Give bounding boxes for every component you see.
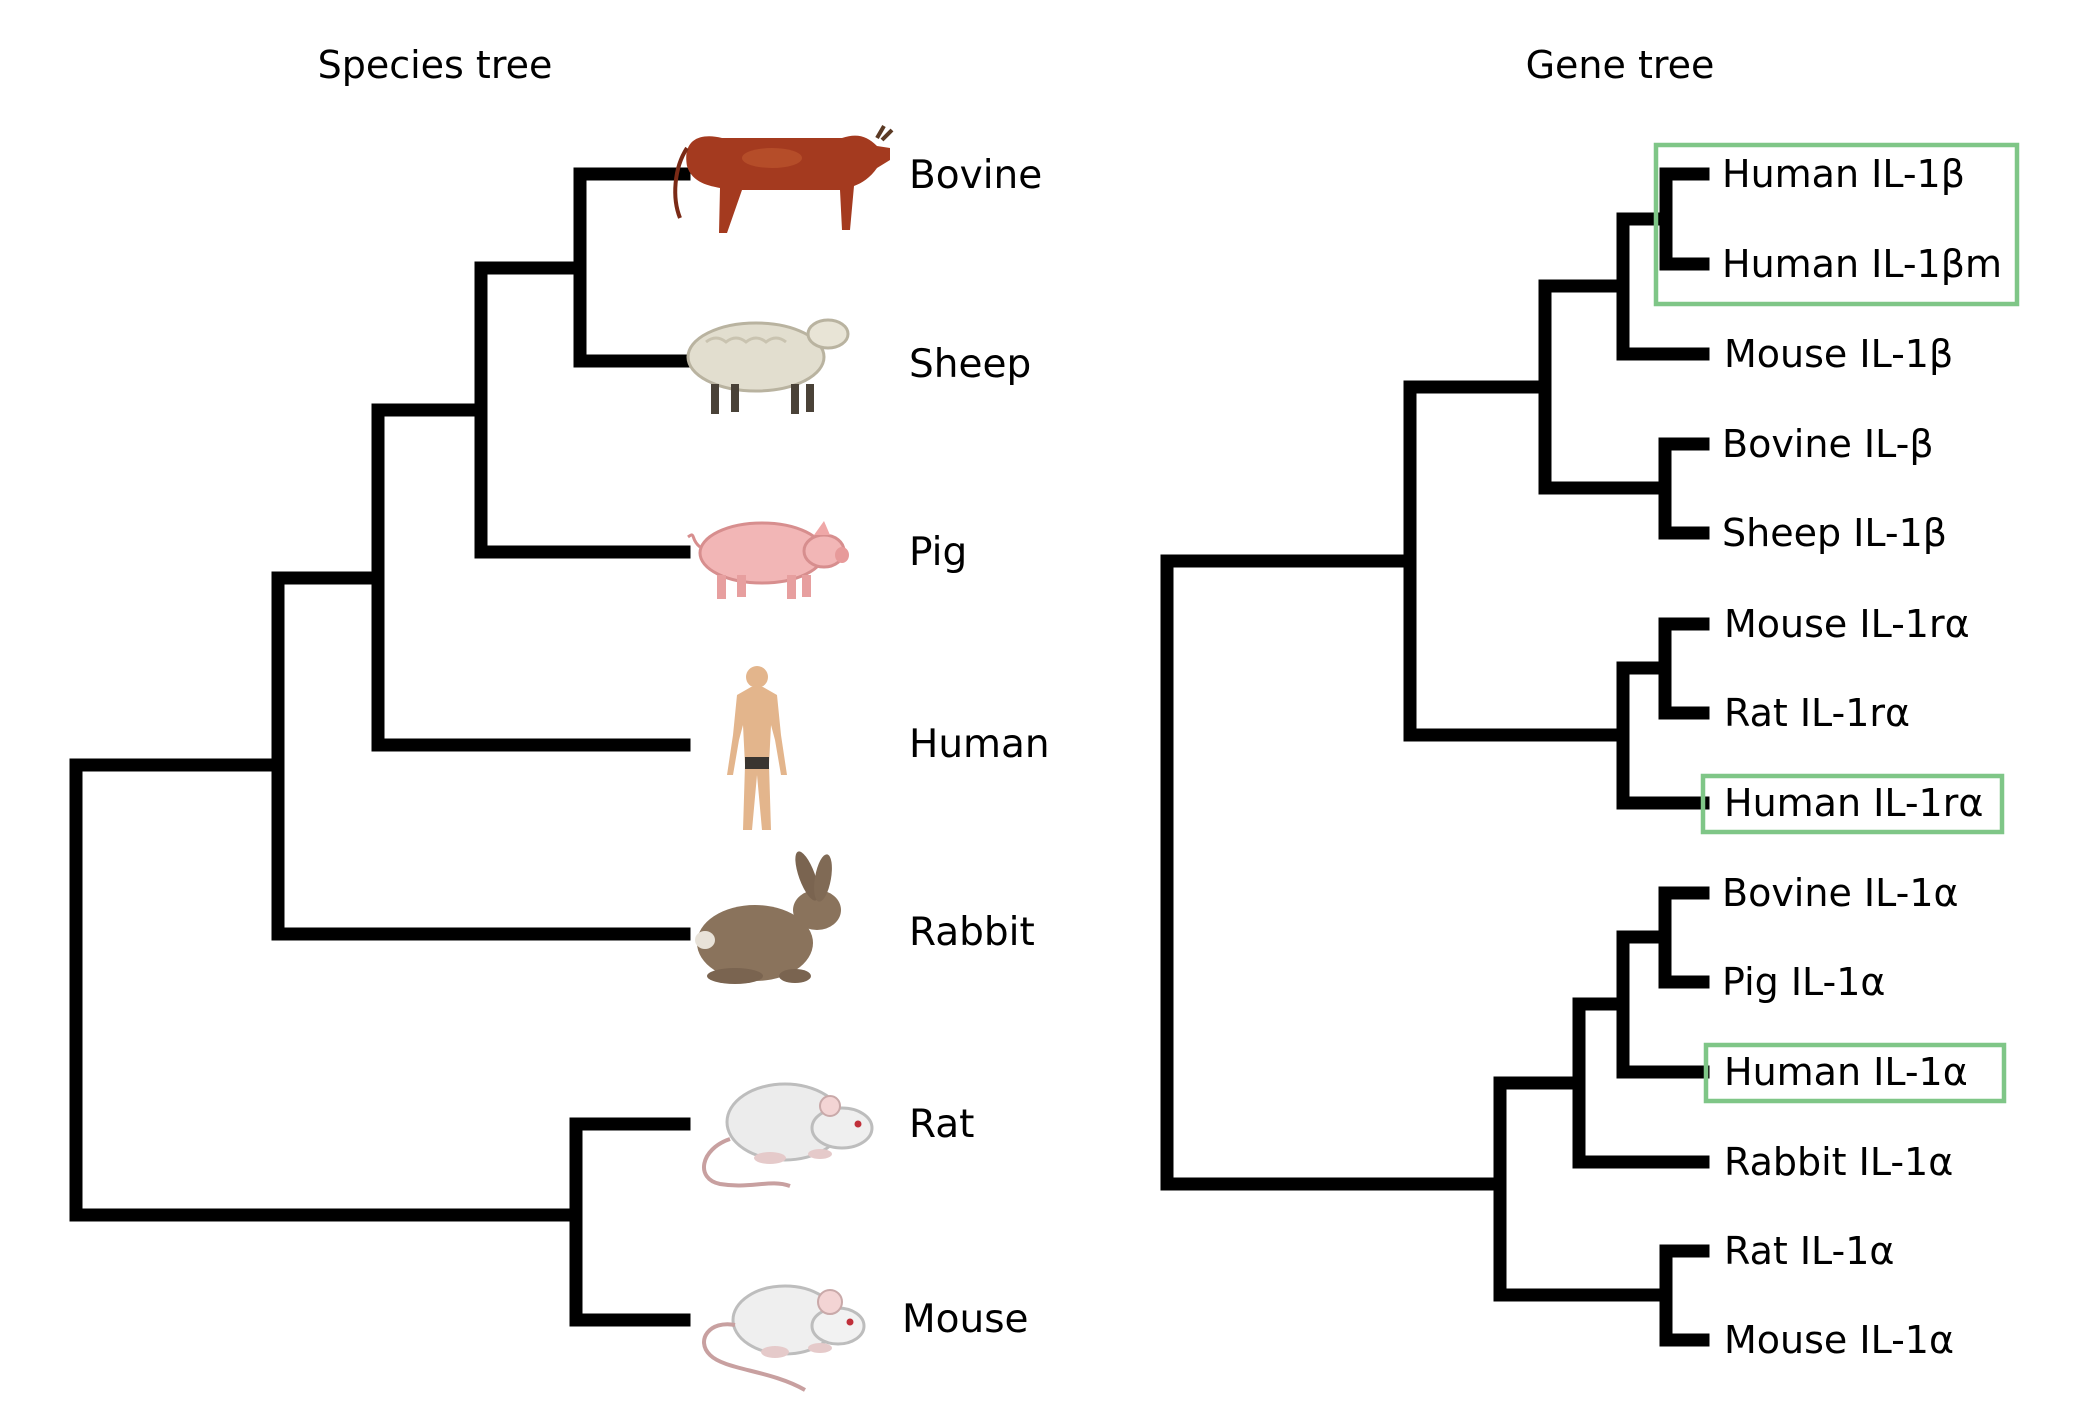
mouse-icon [702, 1284, 866, 1392]
gene-label-sheep-il1b: Sheep IL-1β [1722, 511, 1947, 555]
branch-primate-rabbit [271, 571, 691, 941]
branch-rat-mouse [569, 1117, 691, 1327]
highlight-boxes [1653, 142, 2020, 1104]
gene-label-mouse-il1b: Mouse IL-1β [1724, 332, 1953, 376]
branch-root [69, 758, 583, 1222]
highlight-box-human-il1b [1653, 142, 2020, 307]
gene-tree-title: Gene tree [1526, 43, 1715, 87]
human-icon [727, 666, 787, 830]
gene-tree-branches [1160, 167, 1710, 1347]
species-label-rat: Rat [909, 1102, 974, 1147]
gene-label-human-il1bm: Human IL-1βm [1722, 242, 2002, 286]
gene-label-human-il1ra: Human IL-1rα [1724, 781, 1983, 825]
pig-icon [687, 521, 849, 599]
species-tree-title: Species tree [318, 43, 553, 87]
gene-label-rat-il1a: Rat IL-1α [1724, 1229, 1894, 1273]
species-tree-branches [69, 167, 691, 1327]
gene-label-mouse-il1a: Mouse IL-1α [1724, 1318, 1954, 1362]
gene-label-rat-il1ra: Rat IL-1rα [1724, 691, 1910, 735]
rabbit-icon [695, 851, 841, 984]
rat-icon [702, 1082, 874, 1188]
branch-rabbit-il1a [1572, 997, 1710, 1169]
species-label-bovine: Bovine [909, 153, 1042, 198]
branch-il1b-il1ra [1403, 380, 1630, 742]
sheep-icon [686, 318, 850, 414]
species-tree: Species tree [69, 43, 1050, 1392]
gene-tree: Gene tree [1160, 43, 2020, 1362]
branch-il1b-clade [1538, 279, 1672, 495]
species-labels: Bovine Sheep Pig Human Rabbit Rat Mouse [902, 153, 1050, 1342]
gene-label-human-il1b: Human IL-1β [1722, 152, 1965, 196]
gene-labels: Human IL-1β Human IL-1βm Mouse IL-1β Bov… [1722, 152, 2002, 1362]
gene-label-bovine-il1a: Bovine IL-1α [1722, 871, 1959, 915]
species-label-human: Human [909, 722, 1050, 767]
gene-label-human-il1a: Human IL-1α [1724, 1050, 1968, 1094]
highlight-box-human-il1a [1703, 1042, 2007, 1104]
branch-ungulate-human [371, 403, 691, 752]
species-label-mouse: Mouse [902, 1297, 1029, 1342]
highlight-box-human-il1ra [1700, 773, 2005, 835]
gene-label-bovine-ilb: Bovine IL-β [1722, 422, 1934, 466]
species-label-sheep: Sheep [909, 342, 1031, 387]
branch-bovine-sheep [573, 167, 691, 368]
gene-label-mouse-il1ra: Mouse IL-1rα [1724, 602, 1970, 646]
gene-label-pig-il1a: Pig IL-1α [1722, 960, 1886, 1004]
branch-gene-root [1160, 554, 1507, 1191]
cow-icon [673, 124, 894, 233]
species-label-pig: Pig [909, 530, 967, 575]
gene-label-rabbit-il1a: Rabbit IL-1α [1724, 1140, 1953, 1184]
species-label-rabbit: Rabbit [909, 910, 1035, 955]
